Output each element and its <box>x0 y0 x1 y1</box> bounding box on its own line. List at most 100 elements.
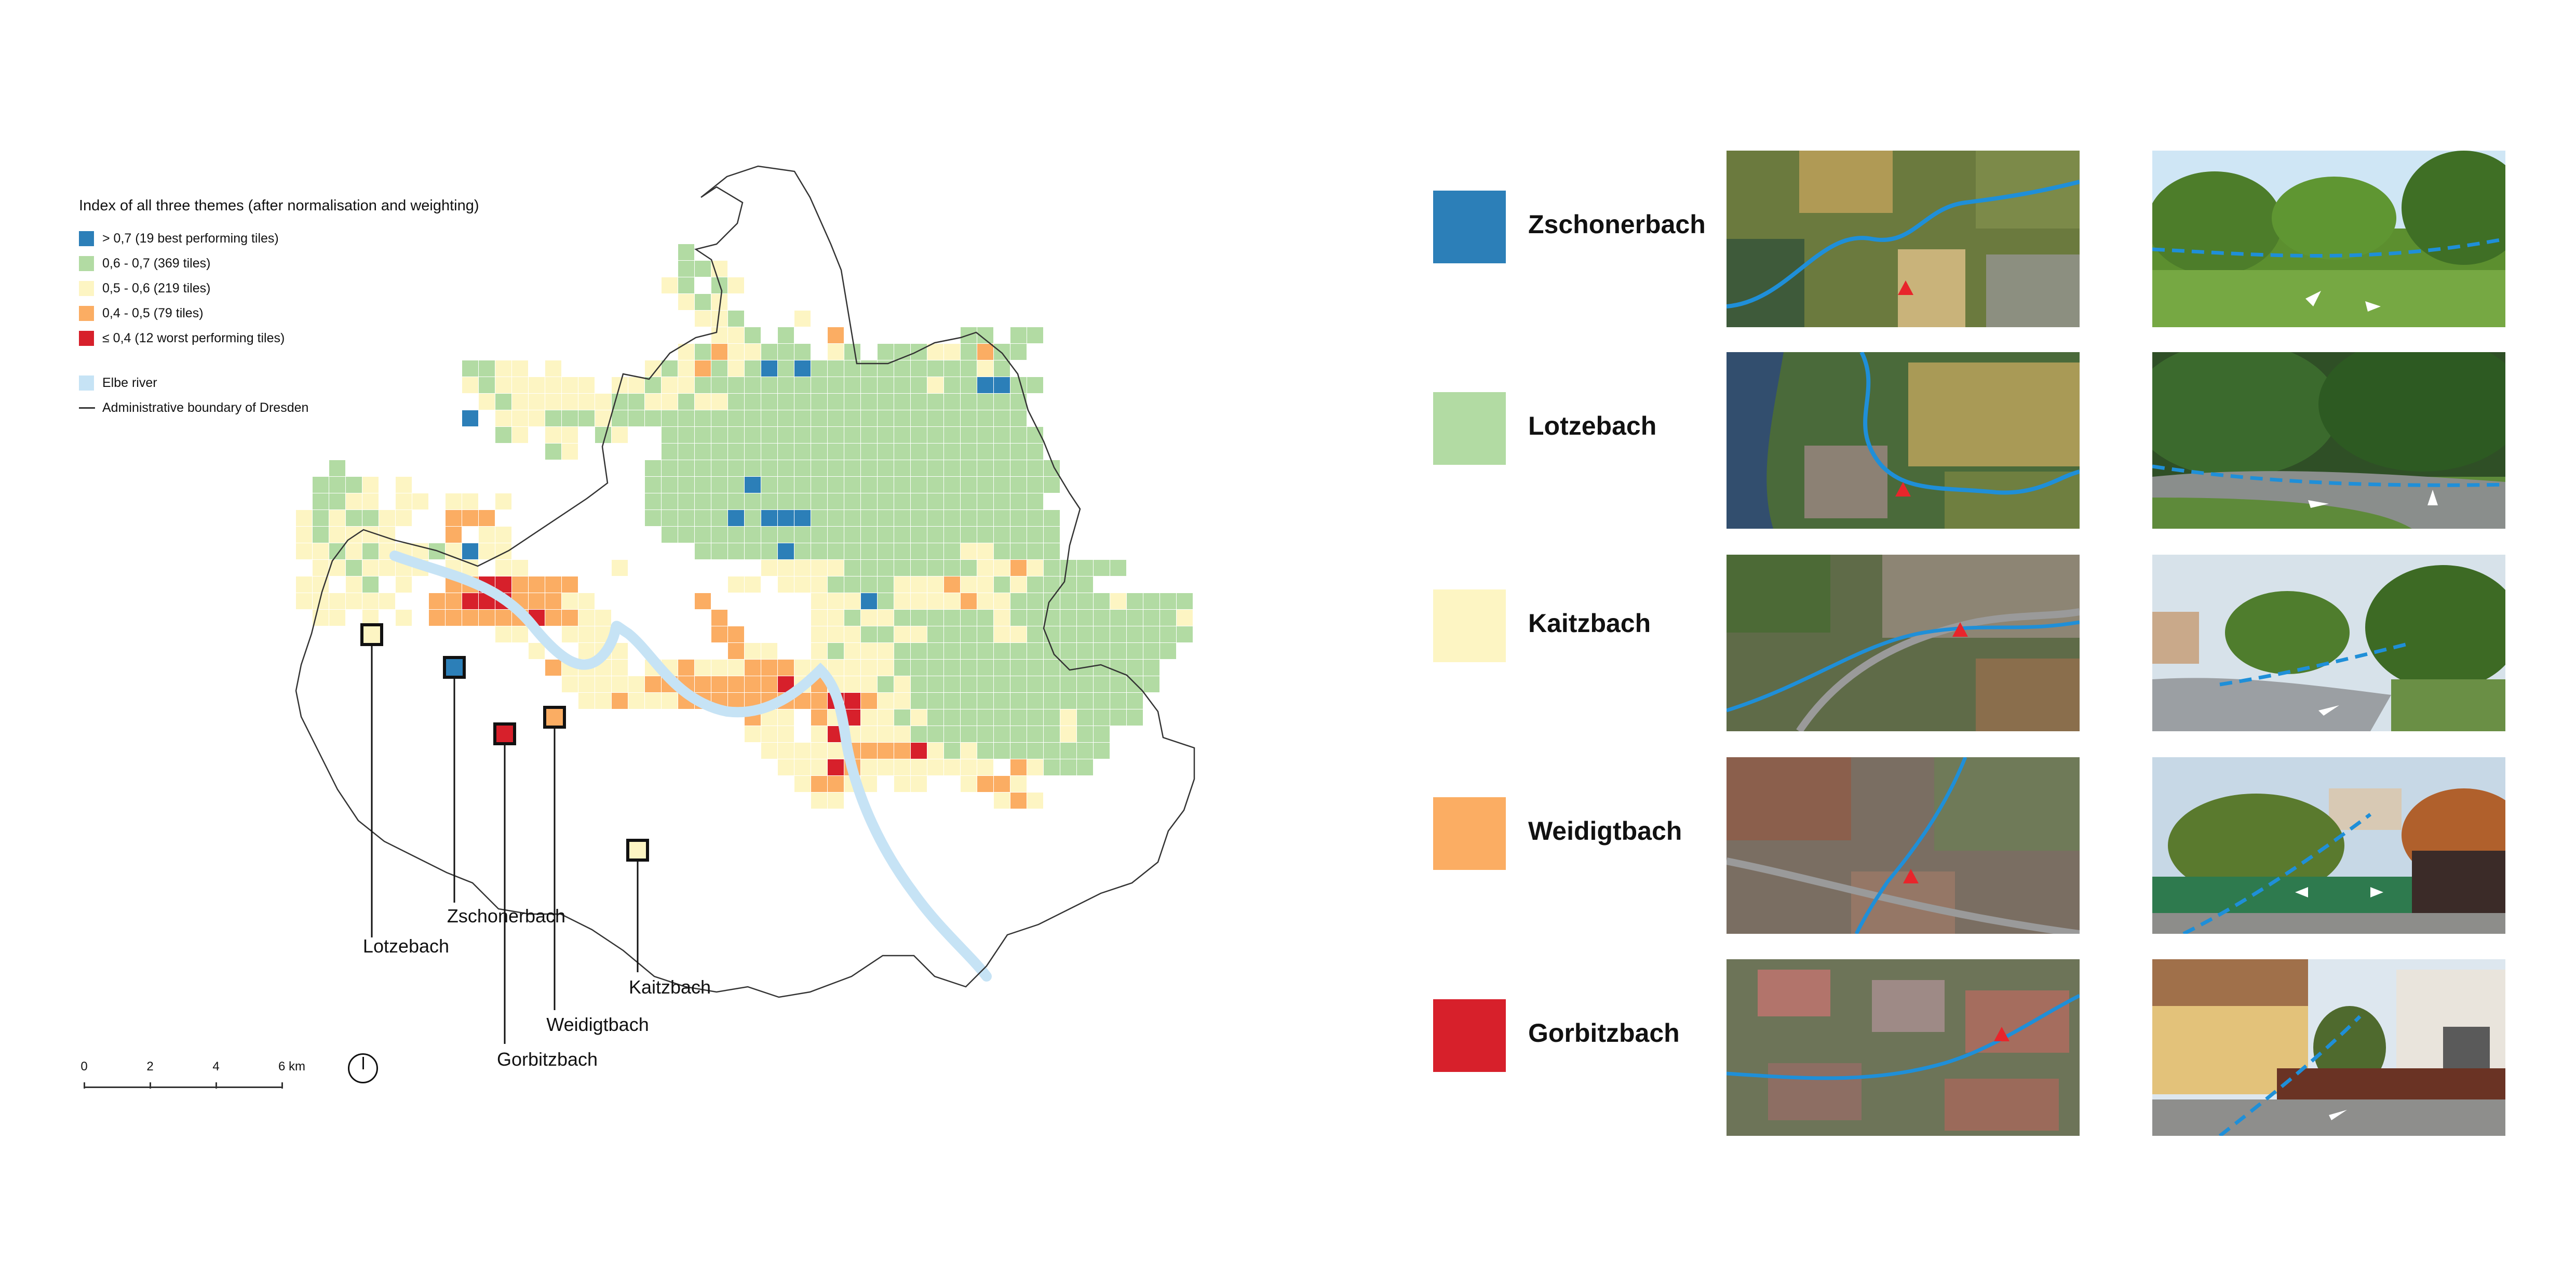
index-tile <box>994 527 1010 543</box>
index-tile <box>778 759 794 775</box>
index-tile <box>911 626 927 642</box>
index-tile <box>396 610 412 626</box>
creek-label-lotzebach: Lotzebach <box>363 935 449 957</box>
example-name: Kaitzbach <box>1528 609 1651 638</box>
index-tile <box>844 693 860 709</box>
index-tile <box>811 610 827 626</box>
index-tile <box>927 527 943 543</box>
index-tile <box>778 460 794 476</box>
index-tile <box>1010 610 1027 626</box>
index-tile <box>612 676 628 692</box>
highlight-tile-kaitzbach <box>626 839 649 862</box>
index-tile <box>529 643 545 659</box>
index-tile <box>994 444 1010 460</box>
index-tile <box>878 626 894 642</box>
index-tile <box>495 610 511 626</box>
index-tile <box>1010 793 1027 809</box>
index-tile <box>927 626 943 642</box>
aerial-photo <box>1727 959 2080 1136</box>
index-tile <box>794 410 811 426</box>
index-tile <box>844 377 860 393</box>
index-tile <box>778 527 794 543</box>
index-tile <box>1027 660 1043 676</box>
index-tile <box>811 527 827 543</box>
index-tile <box>977 759 993 775</box>
index-tile <box>545 444 561 460</box>
index-tile <box>894 593 910 609</box>
index-tile <box>462 543 478 559</box>
index-tile <box>462 510 478 526</box>
scale-tick <box>150 1082 151 1089</box>
index-tile <box>1010 344 1027 360</box>
index-tile <box>778 427 794 443</box>
index-tile <box>878 726 894 742</box>
index-tile <box>911 460 927 476</box>
index-tile <box>1027 759 1043 775</box>
index-tile <box>911 510 927 526</box>
index-tile <box>578 626 595 642</box>
index-tile <box>927 593 943 609</box>
index-tile <box>562 444 578 460</box>
legend-title: Index of all three themes (after normali… <box>79 197 479 214</box>
index-tile <box>844 444 860 460</box>
index-tile <box>662 510 678 526</box>
index-tile <box>911 543 927 559</box>
index-tile <box>512 626 528 642</box>
index-tile <box>927 660 943 676</box>
index-tile <box>894 360 910 377</box>
index-tile <box>728 660 744 676</box>
index-tile <box>711 394 727 410</box>
index-tile <box>961 726 977 742</box>
index-tile <box>927 676 943 692</box>
index-tile <box>1077 759 1093 775</box>
index-tile <box>678 660 694 676</box>
index-tile <box>1077 610 1093 626</box>
index-tile <box>894 743 910 759</box>
index-tile <box>329 510 345 526</box>
index-tile <box>911 427 927 443</box>
index-tile <box>811 726 827 742</box>
index-tile <box>811 776 827 792</box>
index-tile <box>745 444 761 460</box>
index-tile <box>329 477 345 493</box>
index-tile <box>811 576 827 593</box>
index-tile <box>911 560 927 576</box>
index-tile <box>1044 543 1060 559</box>
index-tile <box>446 527 462 543</box>
index-tile <box>844 643 860 659</box>
index-tile <box>462 377 478 393</box>
index-tile <box>811 709 827 726</box>
index-tile <box>828 510 844 526</box>
index-tile <box>861 560 877 576</box>
index-tile <box>878 576 894 593</box>
index-tile <box>828 593 844 609</box>
index-tile <box>1077 693 1093 709</box>
index-tile <box>512 377 528 393</box>
legend-item-low: 0,4 - 0,5 (79 tiles) <box>79 301 598 326</box>
index-tile <box>662 410 678 426</box>
index-tile <box>961 593 977 609</box>
index-tile <box>562 427 578 443</box>
index-tile <box>711 427 727 443</box>
index-tile <box>595 610 611 626</box>
legend-label: 0,4 - 0,5 (79 tiles) <box>102 305 204 320</box>
index-tile <box>479 527 495 543</box>
index-tile <box>761 543 777 559</box>
index-tile <box>961 460 977 476</box>
index-tile <box>828 344 844 360</box>
index-tile <box>695 510 711 526</box>
index-tile <box>728 410 744 426</box>
index-tile <box>313 493 329 509</box>
index-tile <box>861 709 877 726</box>
index-tile <box>512 394 528 410</box>
index-tile <box>828 394 844 410</box>
index-tile <box>828 643 844 659</box>
index-tile <box>662 493 678 509</box>
index-tile <box>662 277 678 293</box>
index-tile <box>1177 593 1193 609</box>
index-tile <box>894 477 910 493</box>
index-tile <box>695 543 711 559</box>
index-tile <box>961 626 977 642</box>
index-tile <box>462 593 478 609</box>
index-tile <box>578 693 595 709</box>
